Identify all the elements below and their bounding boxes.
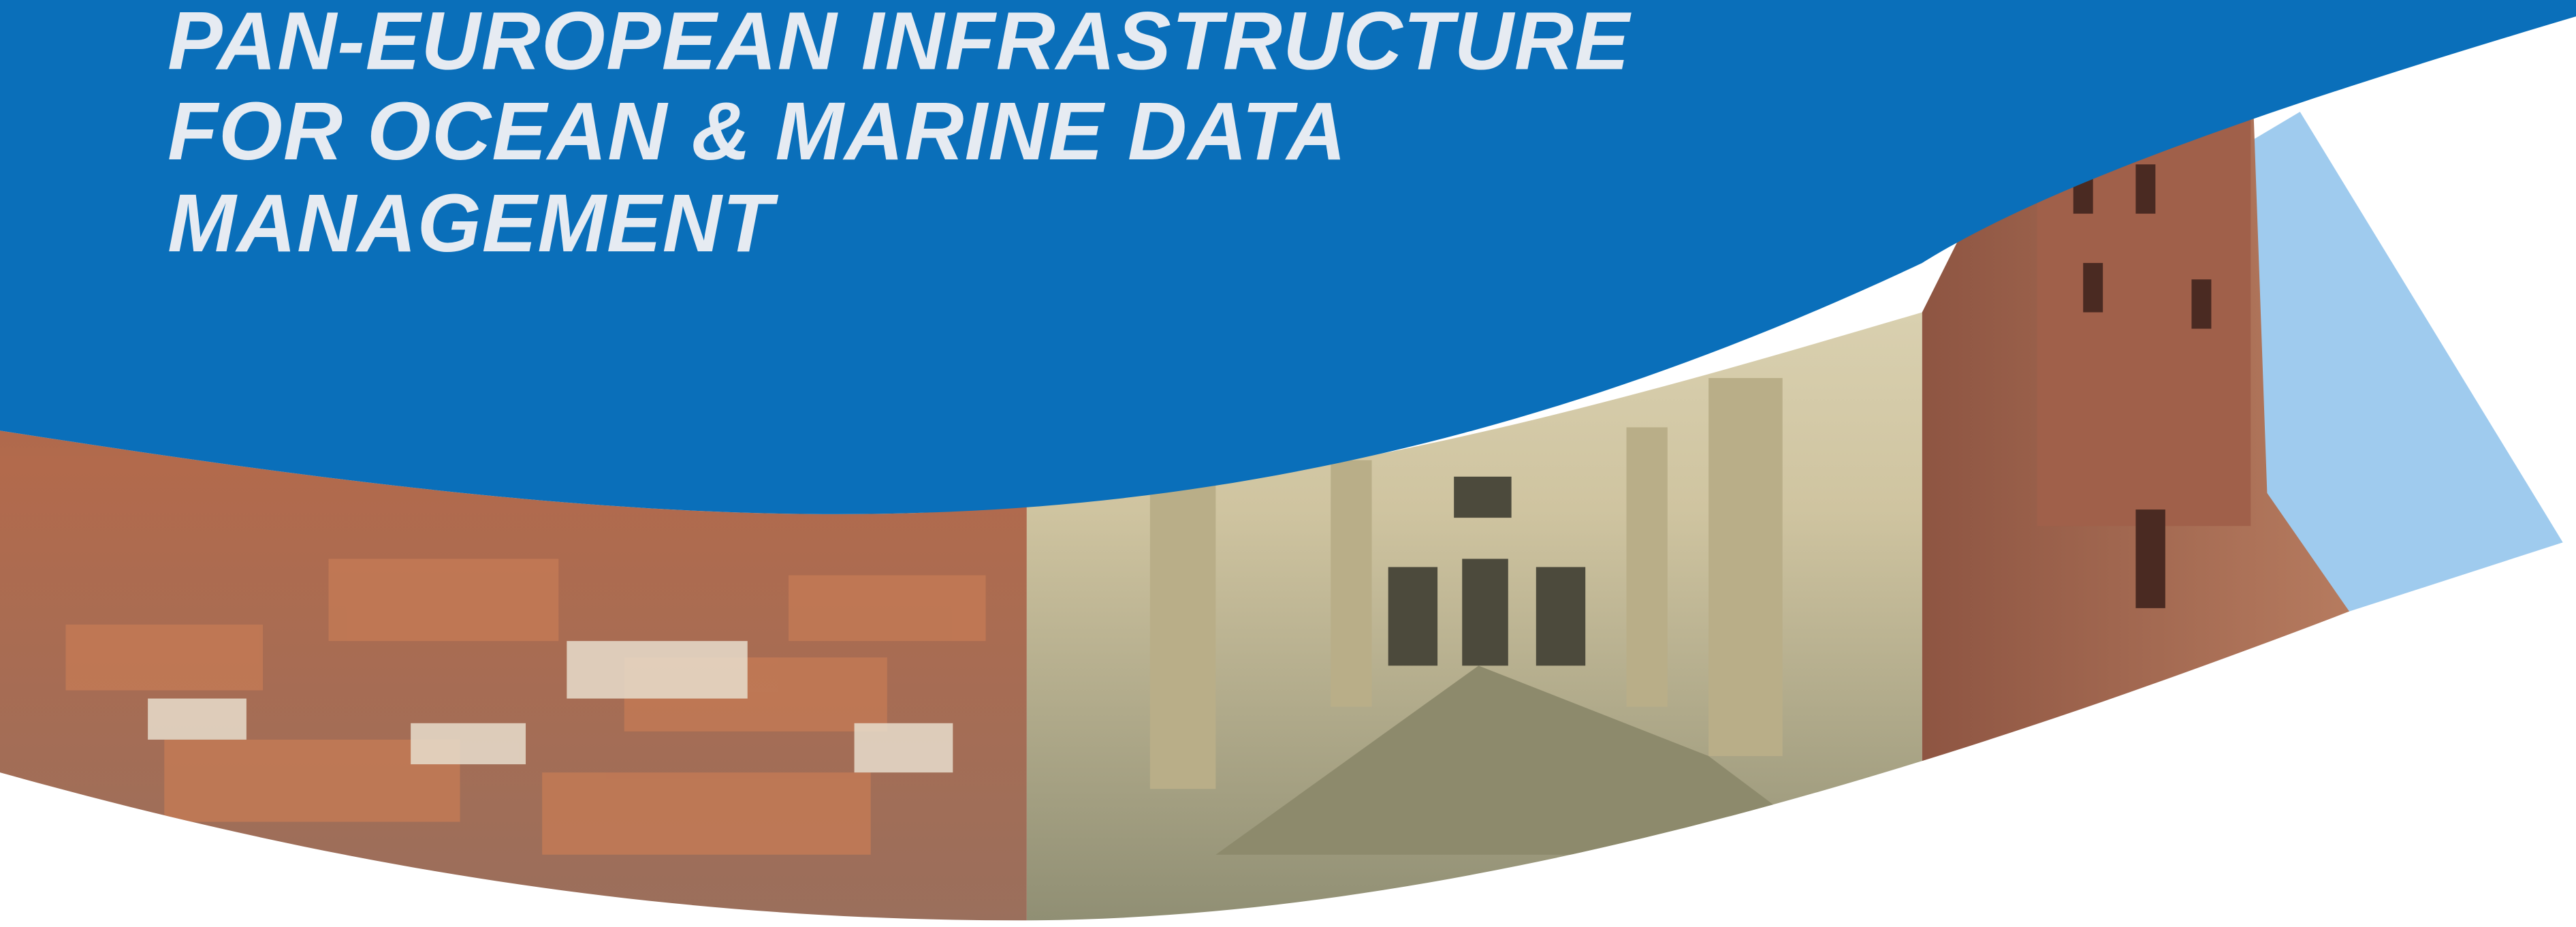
title-line: FOR OCEAN & MARINE DATA — [168, 85, 1347, 177]
banner: PAN-EUROPEAN INFRASTRUCTURE FOR OCEAN & … — [0, 0, 2576, 927]
page: {"header": {"title_lines": ["PAN-EUROPEA… — [0, 0, 2576, 927]
title-line: PAN-EUROPEAN INFRASTRUCTURE — [168, 0, 1632, 87]
title-line: MANAGEMENT — [168, 177, 779, 269]
